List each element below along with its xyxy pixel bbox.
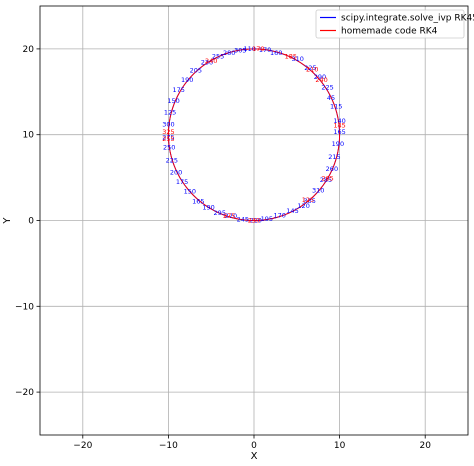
point-label: 190 xyxy=(181,76,193,84)
point-label: 255 xyxy=(162,135,174,143)
point-label: 305 xyxy=(234,47,246,55)
y-tick-label: 10 xyxy=(23,131,35,141)
x-axis-label: X xyxy=(251,451,258,462)
point-label: 150 xyxy=(167,97,179,105)
point-label: 230 xyxy=(248,217,260,225)
point-label: 150 xyxy=(184,187,196,195)
series-layer: 110 1701603102252902254511514016519021526… xyxy=(162,45,346,225)
point-label: 120 xyxy=(297,202,309,210)
y-tick-label: 20 xyxy=(23,45,35,55)
point-label: 145 xyxy=(286,207,298,215)
point-label: 125 xyxy=(302,196,314,204)
x-tick-label: −10 xyxy=(159,441,178,451)
series-line-1 xyxy=(167,48,341,221)
point-label: 225 xyxy=(321,84,333,92)
point-label: 160 xyxy=(270,49,282,57)
point-label: 225 xyxy=(166,156,178,164)
point-label: 245 xyxy=(237,216,249,224)
point-label: 200 xyxy=(170,168,182,176)
point-label: 45 xyxy=(327,94,335,102)
point-label: 240 xyxy=(315,76,327,84)
legend-box xyxy=(315,9,465,39)
point-label: 225 xyxy=(304,64,316,72)
point-label: 165 xyxy=(192,198,204,206)
y-tick-label: −10 xyxy=(15,302,34,312)
point-label: 145 xyxy=(333,121,345,129)
point-label: 260 xyxy=(326,165,338,173)
x-tick-label: 0 xyxy=(251,441,257,451)
point-label: 190 xyxy=(202,204,214,212)
point-label: 185 xyxy=(285,53,297,61)
x-tick-label: 10 xyxy=(334,441,346,451)
y-tick-label: −20 xyxy=(15,388,34,398)
point-label: 250 xyxy=(163,144,175,152)
y-axis-label: Y xyxy=(2,217,13,225)
point-label: 275 xyxy=(223,212,235,220)
point-label: 220 xyxy=(250,217,262,225)
point-label: 240 xyxy=(205,57,217,65)
point-label: 290 xyxy=(314,73,326,81)
x-tick-label: 20 xyxy=(419,441,431,451)
point-label: 230 xyxy=(201,59,213,67)
point-label: 270 xyxy=(225,212,237,220)
point-label: 175 xyxy=(172,86,184,94)
point-label: 335 xyxy=(303,197,315,205)
point-label: 110 xyxy=(244,45,256,53)
legend-entry-homemade: homemade code RK4 xyxy=(341,27,438,37)
point-label: 205 xyxy=(190,66,202,74)
point-label: 215 xyxy=(328,153,340,161)
point-label: 255 xyxy=(212,53,224,61)
point-label: 170 xyxy=(273,211,285,219)
x-tick-label: −20 xyxy=(73,441,92,451)
point-label: 325 xyxy=(162,128,174,136)
point-label: 210 xyxy=(306,65,318,73)
legend-entry-scipy: scipy.integrate.solve_ivp RK45 xyxy=(341,14,474,24)
point-label: 285 xyxy=(320,176,332,184)
legend: scipy.integrate.solve_ivp RK45 homemade … xyxy=(315,9,474,39)
point-label: 310 xyxy=(312,186,324,194)
point-label: 115 xyxy=(330,102,342,110)
point-label: 140 xyxy=(333,117,345,125)
ticks: −20 −10 0 10 20 −20 −10 0 10 20 xyxy=(15,45,431,451)
point-label: 280 xyxy=(223,49,235,57)
point-label: 265 xyxy=(321,174,333,182)
point-label: 170 xyxy=(252,45,264,53)
point-label: 300 xyxy=(162,120,174,128)
point-label: 165 xyxy=(333,128,345,136)
grid xyxy=(40,6,468,435)
point-label: 175 xyxy=(176,178,188,186)
point-label: 295 xyxy=(214,209,226,217)
y-tick-label: 0 xyxy=(28,217,34,227)
point-label: 275 xyxy=(162,133,174,141)
point-label: 310 xyxy=(291,55,303,63)
point-label: 125 xyxy=(164,108,176,116)
point-label: 190 xyxy=(332,140,344,148)
point-label: 195 xyxy=(261,215,273,223)
point-label: 170 xyxy=(259,46,271,54)
